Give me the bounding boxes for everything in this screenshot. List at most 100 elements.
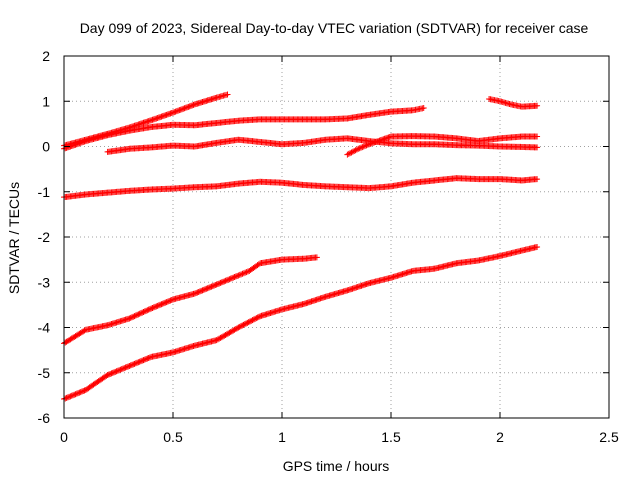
data-point: [358, 144, 365, 151]
data-point: [420, 105, 427, 112]
data-point: [363, 142, 370, 149]
data-point: [224, 91, 231, 98]
data-point: [207, 284, 214, 291]
data-point: [236, 323, 243, 330]
data-point: [137, 358, 144, 365]
data-point: [117, 366, 124, 373]
data-point: [163, 299, 170, 306]
data-point: [122, 364, 129, 371]
data-point: [255, 313, 262, 320]
data-point: [202, 286, 209, 293]
data-point: [167, 297, 174, 304]
data-point: [203, 285, 210, 292]
data-point: [135, 311, 142, 318]
data-point: [534, 102, 541, 109]
data-point: [157, 301, 164, 308]
data-point: [216, 335, 223, 342]
data-point: [255, 261, 262, 268]
data-point: [245, 319, 252, 326]
y-tick-label: 1: [42, 93, 50, 109]
data-point: [217, 279, 224, 286]
y-tick-label: -1: [38, 184, 51, 200]
data-point: [246, 318, 253, 325]
data-point: [241, 321, 248, 328]
data-point: [126, 315, 133, 322]
y-axis-label: SDTVAR / TECUs: [6, 182, 22, 294]
data-point: [126, 362, 133, 369]
data-point: [123, 364, 130, 371]
data-point: [242, 269, 249, 276]
data-point: [196, 288, 203, 295]
data-point: [193, 290, 200, 297]
data-point: [113, 368, 120, 375]
data-point: [141, 356, 148, 363]
data-point: [356, 145, 363, 152]
data-point: [345, 150, 352, 157]
grid-layer: [64, 56, 609, 418]
y-tick-label: -2: [38, 229, 51, 245]
data-point: [136, 358, 143, 365]
data-point: [212, 282, 219, 289]
data-point: [249, 317, 256, 324]
data-series: [344, 133, 541, 158]
data-point: [534, 133, 541, 140]
data-point: [248, 317, 255, 324]
data-point: [77, 389, 84, 396]
label-layer: 0 0.5 1 1.5 2 2.5 -6 -5 -4 -3 -2 -1 0 1 2: [38, 48, 619, 445]
data-point: [135, 359, 142, 366]
data-point: [144, 355, 151, 362]
data-point: [130, 361, 137, 368]
x-tick-label: 2.5: [599, 429, 619, 445]
data-point: [225, 330, 232, 337]
data-point: [103, 372, 110, 379]
y-tick-label: -6: [38, 410, 51, 426]
data-point: [140, 309, 147, 316]
data-point: [153, 303, 160, 310]
data-point: [253, 315, 260, 322]
data-point: [200, 286, 207, 293]
data-point: [145, 306, 152, 313]
data-point: [105, 371, 112, 378]
series-layer: [61, 91, 541, 402]
data-point: [223, 277, 230, 284]
data-point: [131, 313, 138, 320]
data-series: [104, 135, 541, 155]
data-point: [121, 365, 128, 372]
data-point: [213, 281, 220, 288]
data-point: [109, 369, 116, 376]
data-point: [228, 328, 235, 335]
data-point: [150, 304, 157, 311]
data-point: [127, 362, 134, 369]
data-point: [80, 388, 87, 395]
data-point: [119, 365, 126, 372]
y-tick-label: -4: [38, 320, 51, 336]
data-point: [221, 278, 228, 285]
data-point: [139, 309, 146, 316]
data-point: [71, 391, 78, 398]
data-point: [220, 333, 227, 340]
chart-title: Day 099 of 2023, Sidereal Day-to-day VTE…: [80, 20, 589, 36]
data-point: [232, 273, 239, 280]
data-point: [132, 360, 139, 367]
data-point: [250, 316, 257, 323]
data-point: [216, 280, 223, 287]
data-series: [61, 243, 541, 402]
data-point: [348, 149, 355, 156]
data-point: [221, 332, 228, 339]
data-point: [194, 289, 201, 296]
data-point: [208, 283, 215, 290]
data-point: [227, 275, 234, 282]
data-point: [204, 285, 211, 292]
y-tick-label: 0: [42, 139, 50, 155]
data-point: [222, 331, 229, 338]
data-point: [353, 146, 360, 153]
data-point: [114, 367, 121, 374]
data-point: [128, 314, 135, 321]
data-point: [125, 363, 132, 370]
data-point: [112, 368, 119, 375]
data-point: [244, 319, 251, 326]
data-point: [116, 367, 123, 374]
x-tick-label: 1.5: [381, 429, 401, 445]
data-point: [127, 314, 134, 321]
data-point: [352, 147, 359, 154]
